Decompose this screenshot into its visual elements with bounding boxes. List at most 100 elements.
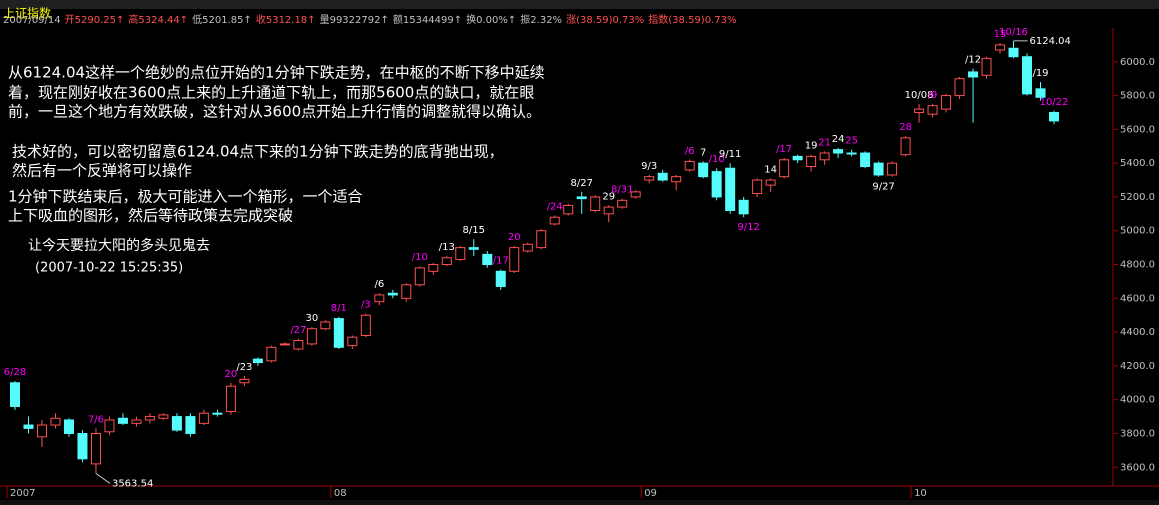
candle-body	[1035, 88, 1046, 98]
candle-body	[833, 149, 844, 154]
candle-label: 19	[805, 141, 818, 152]
candle-body	[765, 179, 776, 186]
candle-body	[252, 358, 263, 364]
candle-body	[90, 432, 101, 465]
y-tick-label: 5600.0	[1120, 124, 1155, 135]
y-tick-label: 4600.0	[1120, 293, 1155, 304]
y-tick-label: 5000.0	[1120, 226, 1155, 237]
candle-body	[603, 206, 614, 215]
y-tick-label: 4400.0	[1120, 327, 1155, 338]
y-tick-label: 3800.0	[1120, 428, 1155, 439]
annotation: 1分钟下跌结束后，极大可能进入一个箱形，一个适合	[8, 188, 363, 206]
candle-label: /17	[493, 256, 509, 267]
candle-body	[698, 162, 709, 178]
x-tick-label: 08	[334, 488, 347, 499]
candle-label: /3	[361, 300, 371, 311]
candle-body	[576, 196, 587, 200]
candle-body	[630, 191, 641, 198]
candle-label: 8/15	[463, 225, 485, 236]
candle-body	[468, 247, 479, 250]
candle-body	[954, 78, 965, 97]
candle-body	[104, 419, 115, 433]
info-item: 涨(38.59)0.73%	[566, 14, 644, 26]
candle-label: 30	[305, 313, 318, 324]
y-tick-label: 4000.0	[1120, 395, 1155, 406]
candle-body	[144, 416, 155, 421]
candle-label: 7/6	[88, 414, 104, 425]
x-tick-label: 2007	[10, 488, 35, 499]
value-label-leader	[95, 473, 111, 484]
candle-body	[617, 199, 628, 208]
info-item: 开5290.25↑	[65, 15, 125, 26]
candle-label: 9/11	[719, 149, 741, 160]
candle-body	[171, 416, 182, 431]
chart-title: 上证指数	[3, 6, 51, 21]
candle-label: /13	[439, 242, 455, 253]
candle-label: /24	[547, 202, 563, 213]
annotation: 前，一旦这个地方有效跌破，这针对从3600点开始上升行情的调整就得以确认。	[8, 103, 541, 121]
candle-label: 8/27	[570, 178, 592, 189]
y-tick-label: 5200.0	[1120, 192, 1155, 203]
candle-body	[77, 432, 88, 460]
candle-body	[590, 196, 601, 211]
candle-body	[968, 71, 979, 78]
info-item: 2007/09/14	[3, 15, 61, 26]
y-tick-label: 4800.0	[1120, 260, 1155, 271]
value-label: 6124.04	[1030, 36, 1071, 47]
candle-body	[657, 172, 668, 181]
candle-label-below: 9/27	[872, 182, 894, 193]
info-item: 额15344499↑	[393, 13, 462, 26]
candle-body	[374, 294, 385, 303]
candle-body	[846, 152, 857, 155]
candle-body	[455, 247, 466, 260]
candle-body	[212, 412, 223, 415]
candle-body	[792, 155, 803, 161]
candle-body	[23, 424, 34, 429]
candle-label: /6	[374, 279, 384, 290]
candle-label: 29	[602, 191, 615, 202]
candle-body	[1049, 111, 1059, 122]
candle-body	[63, 419, 74, 434]
candle-body	[644, 176, 655, 181]
candle-label: 28	[899, 122, 912, 133]
info-item: 低5201.85↑	[192, 13, 252, 26]
title-bar	[0, 0, 1159, 9]
candle-label: /27	[290, 325, 306, 336]
candle-label: 24	[832, 134, 845, 145]
candle-label: 6/28	[4, 367, 26, 378]
candle-body	[50, 417, 61, 426]
candle-body	[131, 419, 142, 424]
info-item: 指数(38.59)0.73%	[648, 13, 736, 26]
candle-body	[522, 243, 533, 252]
candle-label: 21	[818, 137, 831, 148]
candle-body	[185, 416, 196, 434]
candle-body	[981, 57, 992, 76]
y-tick-label: 6000.0	[1120, 57, 1155, 68]
candle-body	[860, 152, 871, 168]
info-item: 量99322792↑	[320, 14, 389, 26]
candle-body	[1008, 47, 1019, 58]
candle-body	[806, 155, 817, 168]
info-item: 振2.32%	[520, 13, 562, 26]
candle-label: /12	[965, 55, 981, 66]
candle-body	[306, 328, 317, 345]
candle-label: /10	[709, 154, 725, 165]
candle-label: 8/31	[611, 185, 633, 196]
candle-body	[347, 336, 358, 347]
annotation: 让今天要拉大阳的多头见鬼去	[28, 237, 210, 254]
candle-body	[725, 167, 736, 211]
candle-label: 14	[764, 164, 777, 175]
candle-label: 10/22	[1040, 97, 1069, 108]
annotation: 上下吸血的图形，然后等待政策去完成突破	[8, 207, 293, 225]
y-tick-label: 5800.0	[1120, 91, 1155, 102]
candle-body	[887, 162, 898, 176]
candle-label: 15	[994, 29, 1007, 40]
x-tick-label: 09	[644, 488, 657, 499]
candle-body	[711, 171, 722, 198]
candle-body	[10, 382, 20, 407]
candle-body	[387, 292, 398, 296]
candle-body	[482, 253, 493, 266]
annotation: 然后有一个反弹将可以操作	[12, 162, 192, 180]
y-tick-label: 3600.0	[1120, 462, 1155, 473]
